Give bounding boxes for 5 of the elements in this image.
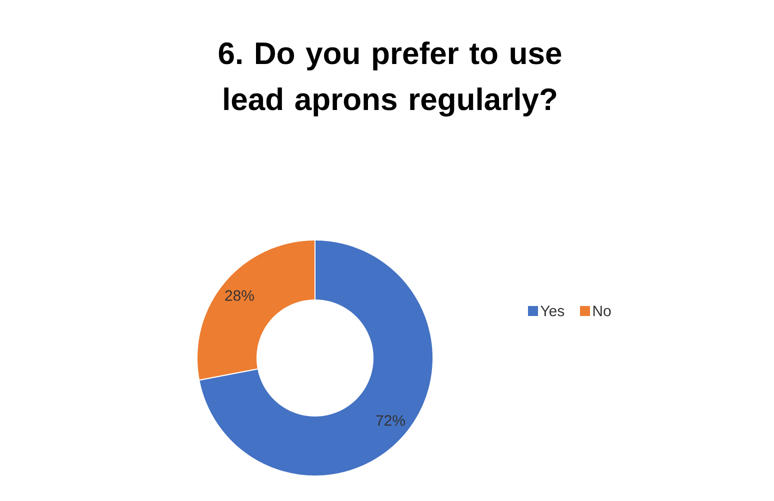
chart-title: 6. Do you prefer to use lead aprons regularly? bbox=[218, 42, 562, 117]
data-label: 72% bbox=[376, 415, 405, 426]
data-label: 28% bbox=[225, 290, 254, 301]
legend-label: Yes bbox=[540, 306, 564, 316]
legend-label: No bbox=[593, 306, 611, 316]
